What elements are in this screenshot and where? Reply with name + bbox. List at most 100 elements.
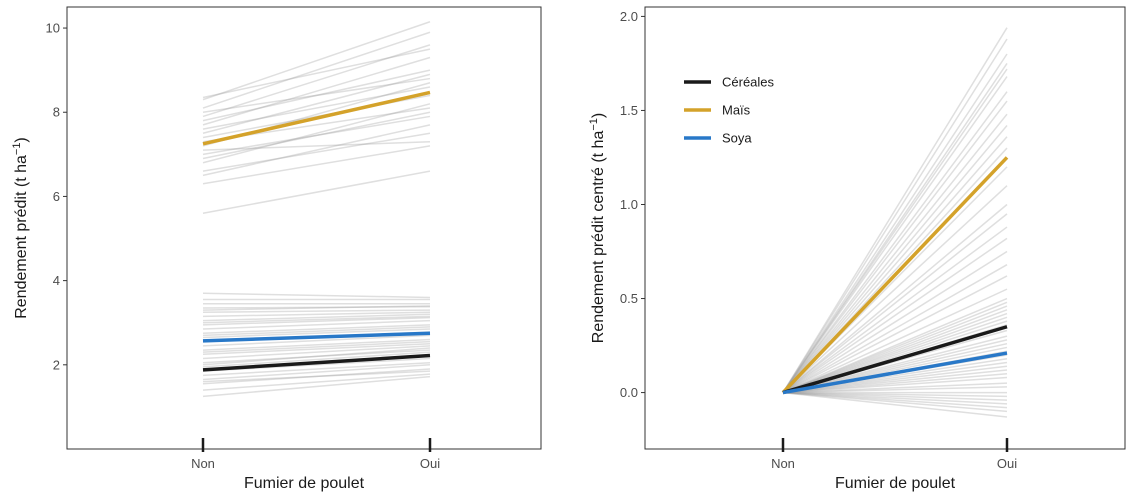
background-line bbox=[782, 288, 1008, 394]
background-line bbox=[782, 369, 1008, 394]
background-line bbox=[202, 21, 431, 101]
background-line bbox=[782, 386, 1008, 394]
background-line bbox=[202, 316, 431, 326]
series-line-mais bbox=[202, 90, 431, 146]
background-line bbox=[782, 391, 1008, 413]
background-line bbox=[782, 373, 1008, 394]
background-line bbox=[782, 91, 1008, 394]
background-line bbox=[202, 31, 431, 109]
background-line bbox=[782, 391, 1008, 401]
y-tick-label: 0.5 bbox=[620, 291, 638, 306]
background-line bbox=[202, 345, 431, 360]
background-line bbox=[202, 77, 431, 113]
background-line bbox=[782, 185, 1008, 394]
x-tick-label: Oui bbox=[997, 456, 1017, 471]
background-line bbox=[202, 124, 431, 177]
panel-right-border bbox=[644, 6, 1126, 450]
legend: Céréales Maïs Soya bbox=[684, 75, 775, 146]
x-tick-label: Oui bbox=[420, 456, 440, 471]
background-line bbox=[202, 343, 431, 356]
background-line bbox=[782, 100, 1008, 394]
background-line bbox=[202, 326, 431, 337]
background-line bbox=[782, 301, 1008, 394]
x-tick-label: Non bbox=[191, 456, 215, 471]
background-line bbox=[782, 391, 1008, 418]
background-line bbox=[202, 370, 431, 383]
background-line bbox=[782, 68, 1008, 394]
y-tick-label: 2.0 bbox=[620, 9, 638, 24]
legend-label-cereales: Céréales bbox=[722, 75, 775, 90]
background-line bbox=[782, 53, 1008, 393]
background-line bbox=[202, 170, 431, 215]
background-line bbox=[202, 305, 431, 311]
background-line bbox=[782, 213, 1008, 394]
background-line bbox=[202, 361, 431, 377]
y-axis-right: 0.0 0.5 1.0 1.5 2.0 bbox=[620, 9, 645, 400]
background-lines-right bbox=[782, 27, 1008, 418]
background-line bbox=[202, 132, 431, 172]
background-line bbox=[782, 136, 1008, 394]
legend-label-soya: Soya bbox=[722, 131, 752, 146]
background-line bbox=[782, 365, 1008, 394]
background-line bbox=[202, 375, 431, 398]
background-line bbox=[202, 292, 431, 299]
background-line bbox=[202, 373, 431, 391]
background-line bbox=[202, 349, 431, 364]
y-tick-label: 2 bbox=[53, 357, 60, 372]
background-line bbox=[782, 264, 1008, 394]
background-line bbox=[202, 44, 431, 118]
background-line bbox=[782, 391, 1008, 409]
y-axis-title-right: Rendement prédit centré (t ha−1) bbox=[588, 113, 607, 343]
series-lines-right bbox=[781, 156, 1009, 395]
y-tick-label: 1.5 bbox=[620, 103, 638, 118]
background-line bbox=[782, 275, 1008, 394]
background-line bbox=[202, 351, 431, 368]
background-line bbox=[202, 56, 431, 126]
series-line-soya bbox=[782, 351, 1008, 395]
x-axis-right: Non Oui bbox=[771, 438, 1017, 471]
background-line bbox=[782, 63, 1008, 393]
y-tick-label: 1.0 bbox=[620, 197, 638, 212]
background-line bbox=[782, 203, 1008, 394]
panel-right: 0.00.51.01.52.0 Non Oui CéréalesMaïsSoya … bbox=[588, 6, 1126, 492]
x-tick-label: Non bbox=[771, 456, 795, 471]
background-line bbox=[202, 115, 431, 156]
background-line bbox=[782, 309, 1008, 394]
y-tick-label: 10 bbox=[46, 21, 60, 36]
background-line bbox=[782, 391, 1008, 398]
y-tick-label: 4 bbox=[53, 273, 60, 288]
x-axis-title-left: Fumier de poulet bbox=[244, 475, 365, 492]
background-line bbox=[782, 339, 1008, 394]
background-line bbox=[202, 86, 431, 130]
background-line bbox=[202, 111, 431, 160]
background-line bbox=[202, 311, 431, 318]
background-line bbox=[202, 73, 431, 135]
series-line-cereales bbox=[782, 325, 1008, 395]
panel-left: 2 4 6 8 10 Non Oui Fumier de poulet Rendement… bbox=[11, 6, 542, 492]
background-line bbox=[782, 226, 1008, 394]
background-line bbox=[202, 347, 431, 366]
background-line bbox=[202, 305, 431, 309]
background-line bbox=[782, 38, 1008, 393]
background-line bbox=[202, 313, 431, 322]
background-line bbox=[202, 368, 431, 385]
background-line bbox=[782, 297, 1008, 394]
background-line bbox=[202, 315, 431, 324]
y-tick-label: 8 bbox=[53, 105, 60, 120]
background-line bbox=[202, 140, 431, 151]
background-line bbox=[782, 125, 1008, 394]
background-line bbox=[202, 145, 431, 185]
x-axis-title-right: Fumier de poulet bbox=[835, 475, 956, 492]
series-line-cereales bbox=[202, 353, 431, 372]
background-line bbox=[782, 76, 1008, 394]
background-line bbox=[202, 69, 431, 122]
legend-label-mais: Maïs bbox=[722, 103, 751, 118]
background-line bbox=[202, 309, 431, 313]
background-line bbox=[782, 382, 1008, 394]
background-line bbox=[782, 113, 1008, 394]
y-axis-left: 2 4 6 8 10 bbox=[46, 21, 67, 372]
background-line bbox=[782, 27, 1008, 393]
y-axis-title-left: Rendement prédit (t ha−1) bbox=[11, 137, 30, 319]
series-line-soya bbox=[202, 331, 431, 343]
